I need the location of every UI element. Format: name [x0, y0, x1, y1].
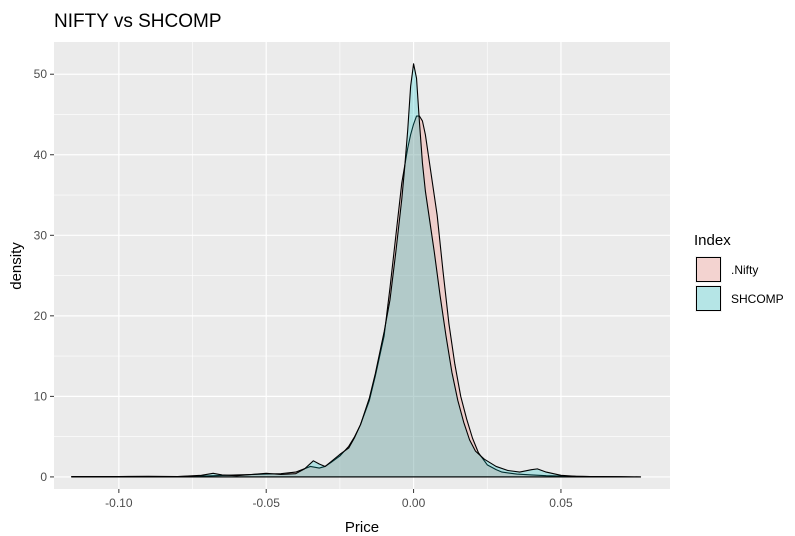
x-tick-label: -0.10: [105, 496, 133, 510]
chart-title: NIFTY vs SHCOMP: [54, 11, 222, 32]
legend-key-bg: [695, 285, 722, 312]
legend-key-bg: [695, 256, 722, 283]
legend-title: Index: [694, 232, 731, 249]
density-areas: [71, 63, 642, 478]
density-area-nifty: [71, 115, 642, 478]
x-tick-label: 0.00: [402, 496, 426, 510]
legend-swatch-shcomp: [696, 286, 721, 311]
x-tick-label: -0.05: [253, 496, 281, 510]
y-tick-label: 10: [34, 389, 48, 403]
legend-swatch-nifty: [696, 257, 721, 282]
x-axis-label: Price: [345, 519, 379, 536]
y-tick-label: 50: [34, 67, 48, 81]
legend-label-shcomp: SHCOMP: [731, 292, 784, 306]
y-tick-label: 30: [34, 228, 48, 242]
legend: Index .Nifty SHCOMP: [694, 232, 784, 312]
y-tick-label: 0: [40, 470, 47, 484]
legend-label-nifty: .Nifty: [731, 263, 758, 277]
y-axis-label: density: [8, 242, 25, 290]
x-tick-label: 0.05: [549, 496, 573, 510]
axis-ticks: -0.10 -0.05 0.00 0.05 0 10 20 30 40 50: [34, 67, 573, 510]
gridlines: [54, 42, 670, 489]
density-area-shcomp: [71, 63, 642, 478]
y-tick-label: 20: [34, 309, 48, 323]
y-tick-label: 40: [34, 148, 48, 162]
plot-panel: [54, 42, 670, 489]
